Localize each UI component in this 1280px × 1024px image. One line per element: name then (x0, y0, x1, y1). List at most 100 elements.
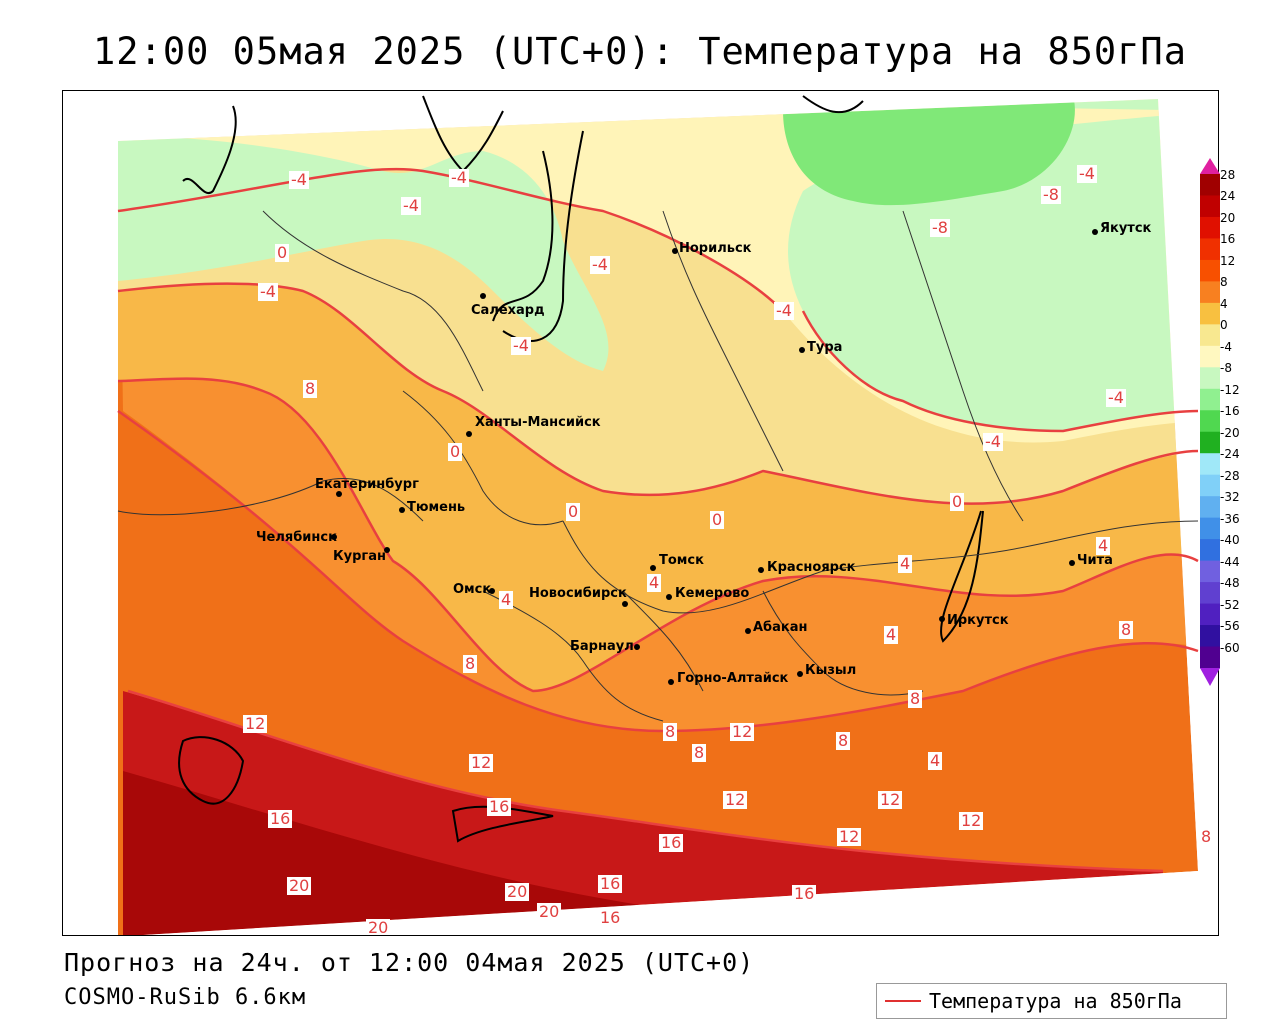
colorbar-swatch (1200, 388, 1220, 411)
colorbar-tick-label: -20 (1220, 425, 1240, 440)
contour-label: 20 (287, 876, 312, 895)
colorbar-tick-label: 0 (1220, 318, 1228, 333)
colorbar-swatch (1200, 560, 1220, 583)
city-marker (799, 347, 805, 353)
city-label-omsk: Омск (453, 582, 492, 597)
city-marker (1069, 560, 1075, 566)
city-label-salekhard: Салехард (471, 303, 545, 318)
colorbar-swatch (1200, 474, 1220, 497)
contour-label: 0 (566, 502, 581, 521)
contour-label: 4 (647, 573, 662, 592)
city-label-ekaterinburg: Екатеринбург (315, 477, 419, 492)
contour-label: 4 (1096, 536, 1111, 555)
contour-label: -8 (930, 218, 950, 237)
city-label-chita: Чита (1077, 553, 1113, 568)
contour-label: 4 (884, 625, 899, 644)
contour-label: 8 (303, 379, 318, 398)
contour-label: 12 (878, 790, 903, 809)
city-marker (331, 534, 337, 540)
city-label-chelyabinsk: Челябинск (256, 530, 337, 545)
colorbar-swatch (1200, 582, 1220, 605)
colorbar-tick-label: -56 (1220, 619, 1240, 634)
contour-label: 0 (448, 442, 463, 461)
contour-label: 12 (730, 722, 755, 741)
colorbar-swatch (1200, 410, 1220, 433)
city-marker (758, 567, 764, 573)
colorbar-tick-label: 8 (1220, 275, 1228, 290)
city-label-tomsk: Томск (659, 553, 704, 568)
city-label-kurgan: Курган (333, 549, 386, 564)
colorbar-tick-label: 28 (1220, 168, 1236, 182)
colorbar-tick-label: -32 (1220, 490, 1240, 505)
colorbar-swatch (1200, 625, 1220, 648)
city-marker (939, 616, 945, 622)
city-label-irkutsk: Иркутск (947, 613, 1009, 628)
colorbar-tick-label: -8 (1220, 361, 1232, 376)
contour-label: -4 (401, 196, 421, 215)
contour-label: 0 (710, 510, 725, 529)
city-label-abakan: Абакан (753, 620, 808, 635)
chart-title: 12:00 05мая 2025 (UTC+0): Температура на… (93, 30, 1187, 73)
city-marker (336, 491, 342, 497)
contour-label: 12 (723, 790, 748, 809)
colorbar-swatch (1200, 539, 1220, 562)
city-marker (480, 293, 486, 299)
colorbar-swatches (1200, 158, 1220, 686)
city-marker (672, 248, 678, 254)
contour-label: -4 (590, 255, 610, 274)
contour-label: 12 (243, 714, 268, 733)
colorbar-swatch (1200, 603, 1220, 626)
contour-label: 12 (469, 753, 494, 772)
colorbar-tick-label: -24 (1220, 447, 1240, 462)
contour-label: -4 (1106, 388, 1126, 407)
city-label-krasnoyarsk: Красноярск (767, 560, 856, 575)
contour-label: 8 (1119, 620, 1134, 639)
colorbar-swatch (1200, 324, 1220, 347)
city-label-barnaul: Барнаул (570, 639, 634, 654)
contour-label: 20 (537, 902, 562, 921)
colorbar-top-arrow (1200, 158, 1220, 174)
contour-label: 20 (505, 882, 530, 901)
contour-label: -4 (774, 301, 794, 320)
contour-label: 8 (908, 689, 923, 708)
colorbar-swatch (1200, 238, 1220, 261)
city-label-kemerovo: Кемерово (675, 586, 750, 601)
contour-label: 16 (487, 797, 512, 816)
city-marker (668, 679, 674, 685)
contour-label: -4 (983, 432, 1003, 451)
colorbar-swatch (1200, 517, 1220, 540)
contour-label: 12 (959, 811, 984, 830)
colorbar-tick-label: -44 (1220, 554, 1240, 569)
city-marker (466, 431, 472, 437)
contour-label: 8 (692, 743, 707, 762)
colorbar-tick-label: 24 (1220, 189, 1236, 204)
colorbar-tick-label: 12 (1220, 253, 1236, 268)
city-marker (745, 628, 751, 634)
contour-label: -4 (258, 282, 278, 301)
contour-label: 20 (366, 918, 391, 936)
colorbar-tick-label: -4 (1220, 339, 1232, 354)
city-label-kyzyl: Кызыл (805, 663, 857, 678)
colorbar-swatch (1200, 453, 1220, 476)
model-info: COSMO-RuSib 6.6км (64, 985, 307, 1010)
contour-label: 16 (598, 908, 623, 927)
city-marker (622, 601, 628, 607)
colorbar-tick-label: -60 (1220, 640, 1240, 655)
city-marker (797, 671, 803, 677)
contour-label: -4 (511, 336, 531, 355)
colorbar-tick-label: -28 (1220, 468, 1240, 483)
colorbar-swatch (1200, 259, 1220, 282)
colorbar-tick-label: -52 (1220, 597, 1240, 612)
colorbar-swatch (1200, 281, 1220, 304)
city-marker (1092, 229, 1098, 235)
city-marker (650, 565, 656, 571)
colorbar: 28 24 20 16 12 8 4 0 -4 -8 -12 -16 -20 -24 -28 -32 -36 -4… (1200, 158, 1280, 688)
contour-label: 16 (598, 874, 623, 893)
contour-label: 12 (837, 827, 862, 846)
colorbar-bottom-arrow (1200, 668, 1220, 686)
colorbar-tick-label: -48 (1220, 576, 1240, 591)
colorbar-swatch (1200, 345, 1220, 368)
colorbar-swatch (1200, 646, 1220, 669)
contour-label: 8 (463, 654, 478, 673)
colorbar-tick-label: 16 (1220, 232, 1236, 247)
